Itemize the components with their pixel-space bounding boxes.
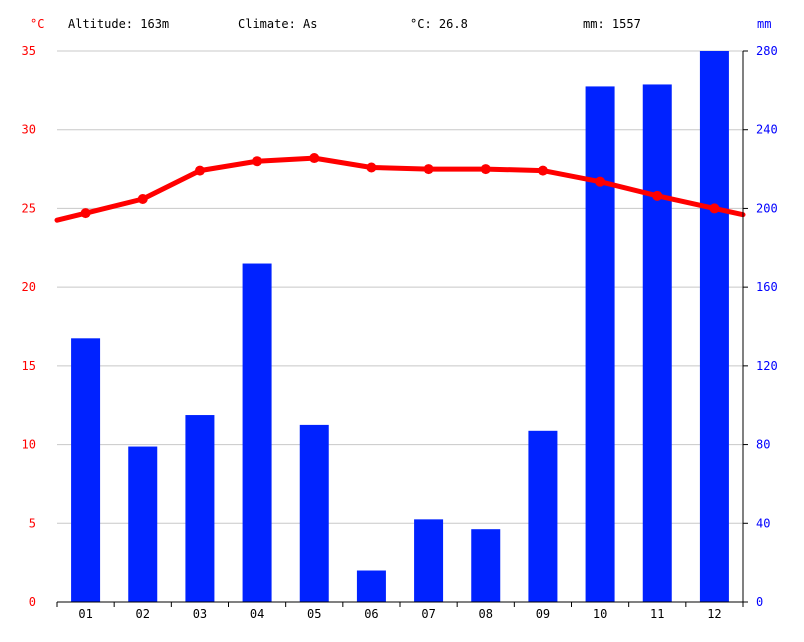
x-tick-label: 10: [593, 607, 607, 621]
x-tick-label: 11: [650, 607, 664, 621]
temperature-polyline: [54, 155, 746, 223]
grid-lines: [57, 50, 743, 524]
precip-bar-05: [299, 424, 329, 602]
x-tick-label: 02: [136, 607, 150, 621]
temperature-point-10: [595, 176, 606, 187]
temperature-point-07: [423, 164, 434, 175]
precip-bar-08: [471, 529, 501, 602]
x-tick-label: 12: [707, 607, 721, 621]
temperature-point-06: [366, 162, 377, 173]
temperature-point-09: [537, 165, 548, 176]
temperature-point-08: [480, 164, 491, 175]
temperature-point-11: [652, 190, 663, 201]
altitude-label: Altitude: 163m: [68, 17, 169, 31]
right-tick-label: 40: [756, 516, 770, 530]
right-tick-label: 120: [756, 359, 778, 373]
left-tick-label: 25: [22, 201, 36, 215]
right-tick-label: 240: [756, 123, 778, 137]
precip-bar-12: [699, 51, 729, 602]
x-tick-label: 08: [479, 607, 493, 621]
precipitation-bars: [71, 51, 729, 603]
left-tick-label: 35: [22, 44, 36, 58]
left-tick-label: 20: [22, 280, 36, 294]
precip-bar-11: [642, 84, 672, 603]
right-axis-ticks: 0 40 80 120 160 200 240 280: [743, 44, 778, 609]
x-tick-label: 05: [307, 607, 321, 621]
temp-avg-label: °C: 26.8: [410, 17, 468, 31]
precip-bar-10: [585, 86, 615, 602]
precip-total-label: mm: 1557: [583, 17, 641, 31]
precip-bar-04: [242, 263, 272, 602]
left-tick-label: 30: [22, 123, 36, 137]
temperature-point-03: [194, 165, 205, 176]
precip-bar-07: [414, 519, 444, 602]
temperature-line: [54, 153, 746, 223]
right-axis-unit: mm: [757, 17, 771, 31]
precip-bar-09: [528, 430, 558, 602]
precip-bar-03: [185, 415, 215, 602]
climate-label: Climate: As: [238, 17, 317, 31]
x-tick-label: 04: [250, 607, 264, 621]
x-tick-label: 01: [78, 607, 92, 621]
right-tick-label: 0: [756, 595, 763, 609]
axes: [57, 51, 744, 603]
left-tick-label: 15: [22, 359, 36, 373]
x-tick-label: 03: [193, 607, 207, 621]
precip-bar-02: [128, 446, 158, 602]
temperature-point-04: [252, 156, 263, 167]
left-tick-label: 0: [29, 595, 36, 609]
x-tick-label: 09: [536, 607, 550, 621]
left-tick-label: 5: [29, 516, 36, 530]
right-tick-label: 200: [756, 201, 778, 215]
temperature-point-01: [80, 208, 91, 219]
precip-bar-01: [71, 338, 101, 602]
left-axis-unit: °C: [30, 17, 44, 31]
precip-bar-06: [356, 570, 386, 602]
right-tick-label: 280: [756, 44, 778, 58]
x-axis-ticks: 01 02 03 04 05 06 07 08 09 10 11 12: [56, 602, 744, 621]
right-tick-label: 160: [756, 280, 778, 294]
temperature-point-12: [709, 203, 720, 214]
temperature-point-02: [137, 193, 148, 204]
left-axis-ticks: 0 5 10 15 20 25 30 35: [22, 44, 36, 609]
x-tick-label: 06: [364, 607, 378, 621]
left-tick-label: 10: [22, 438, 36, 452]
x-tick-label: 07: [421, 607, 435, 621]
right-tick-label: 80: [756, 438, 770, 452]
temperature-point-05: [309, 153, 320, 164]
